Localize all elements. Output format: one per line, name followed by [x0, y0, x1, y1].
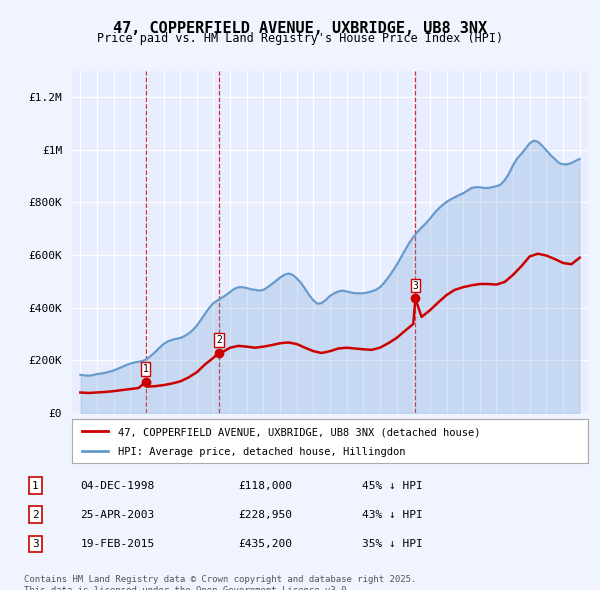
Text: Contains HM Land Registry data © Crown copyright and database right 2025.
This d: Contains HM Land Registry data © Crown c…	[24, 575, 416, 590]
Text: £118,000: £118,000	[238, 480, 292, 490]
Text: HPI: Average price, detached house, Hillingdon: HPI: Average price, detached house, Hill…	[118, 447, 406, 457]
Text: 47, COPPERFIELD AVENUE, UXBRIDGE, UB8 3NX (detached house): 47, COPPERFIELD AVENUE, UXBRIDGE, UB8 3N…	[118, 427, 481, 437]
Text: £435,200: £435,200	[238, 539, 292, 549]
Text: 04-DEC-1998: 04-DEC-1998	[80, 480, 155, 490]
Text: 25-APR-2003: 25-APR-2003	[80, 510, 155, 520]
Text: Price paid vs. HM Land Registry's House Price Index (HPI): Price paid vs. HM Land Registry's House …	[97, 32, 503, 45]
Text: 35% ↓ HPI: 35% ↓ HPI	[362, 539, 423, 549]
Text: 3: 3	[32, 539, 38, 549]
Text: 43% ↓ HPI: 43% ↓ HPI	[362, 510, 423, 520]
Text: 47, COPPERFIELD AVENUE, UXBRIDGE, UB8 3NX: 47, COPPERFIELD AVENUE, UXBRIDGE, UB8 3N…	[113, 21, 487, 35]
Text: 1: 1	[143, 364, 149, 374]
Text: 19-FEB-2015: 19-FEB-2015	[80, 539, 155, 549]
Text: 1: 1	[32, 480, 38, 490]
Text: £228,950: £228,950	[238, 510, 292, 520]
Text: 3: 3	[412, 281, 418, 290]
Text: 45% ↓ HPI: 45% ↓ HPI	[362, 480, 423, 490]
Text: 2: 2	[32, 510, 38, 520]
Text: 2: 2	[216, 335, 222, 345]
